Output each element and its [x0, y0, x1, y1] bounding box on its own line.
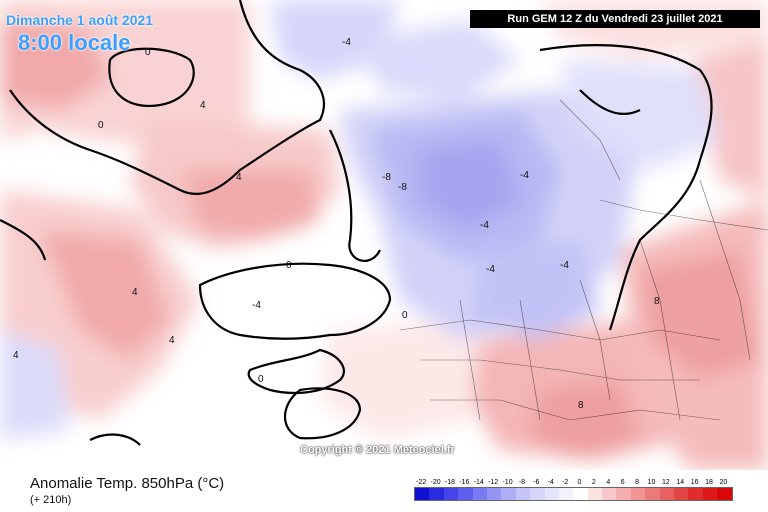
- scale-bar: [414, 487, 733, 501]
- contour-label: 0: [402, 310, 408, 321]
- forecast-time: 8:00 locale: [18, 30, 131, 55]
- contour-label: -4: [520, 170, 529, 181]
- scale-color-swatch: [717, 488, 732, 500]
- contour-label: 4: [236, 172, 242, 183]
- anomaly-map: 0 0 0 0 0 4 4 4 4 4 -4 -4 -4 -4 -4 -4 -8…: [0, 0, 768, 470]
- contour-label: -8: [382, 172, 391, 183]
- contour-label: -4: [342, 37, 351, 48]
- scale-value-label: 14: [676, 479, 685, 486]
- scale-color-swatch: [415, 488, 430, 500]
- forecast-date: Dimanche 1 août 2021: [6, 12, 154, 28]
- scale-value-label: -22: [416, 479, 427, 486]
- contour-label: -8: [398, 182, 407, 193]
- scale-color-swatch: [630, 488, 646, 500]
- contour-label: 4: [132, 287, 138, 298]
- scale-color-swatch: [688, 488, 703, 500]
- model-run-banner: Run GEM 12 Z du Vendredi 23 juillet 2021: [470, 10, 760, 28]
- scale-value-label: 10: [647, 479, 656, 486]
- scale-color-swatch: [501, 488, 516, 500]
- product-title: Anomalie Temp. 850hPa (°C): [30, 475, 225, 492]
- contour-label: -4: [252, 300, 261, 311]
- scale-value-label: -10: [502, 479, 513, 486]
- scale-value-label: 0: [577, 479, 582, 486]
- scale-color-swatch: [429, 488, 444, 500]
- contour-label: -4: [480, 220, 489, 231]
- country-borders: [399, 99, 768, 421]
- scale-color-swatch: [645, 488, 660, 500]
- color-scale-legend: -22 -20 -18 -16 -14 -12 -10 -8 -6 -4 -2 0 2 4 6 8 10 12 14…: [414, 479, 733, 501]
- forecast-lead-time: (+ 210h): [30, 494, 72, 506]
- scale-value-label: 16: [690, 479, 699, 486]
- scale-color-swatch: [515, 488, 531, 500]
- scale-color-swatch: [702, 488, 718, 500]
- scale-value-label: -8: [518, 479, 526, 486]
- contour-label: 0: [145, 47, 151, 58]
- scale-value-label: 18: [705, 479, 713, 486]
- scale-value-label: 20: [719, 479, 728, 486]
- scale-value-label: -20: [430, 479, 441, 486]
- contour-label: 8: [654, 296, 660, 307]
- scale-value-label: -12: [488, 479, 499, 486]
- scale-value-label: 2: [591, 479, 596, 486]
- contour-label: 4: [200, 100, 206, 111]
- scale-color-swatch: [558, 488, 574, 500]
- contour-label: 0: [286, 260, 292, 271]
- scale-color-swatch: [602, 488, 617, 500]
- contour-label: 0: [98, 120, 104, 131]
- scale-color-swatch: [573, 488, 588, 500]
- scale-color-swatch: [443, 488, 459, 500]
- scale-value-label: -6: [533, 479, 540, 486]
- scale-color-swatch: [530, 488, 545, 500]
- scale-value-label: -2: [561, 479, 569, 486]
- scale-color-swatch: [544, 488, 559, 500]
- scale-value-label: 4: [606, 479, 611, 486]
- contour-label: 0: [258, 374, 264, 385]
- scale-color-swatch: [616, 488, 631, 500]
- contour-label: 4: [169, 335, 175, 346]
- scale-value-label: -18: [444, 479, 456, 486]
- scale-labels: -22 -20 -18 -16 -14 -12 -10 -8 -6 -4 -2 0 2 4 6 8 10 12 14…: [414, 479, 733, 486]
- scale-color-swatch: [674, 488, 689, 500]
- contour-label: 4: [13, 350, 19, 361]
- contour-labels: 0 0 0 0 0 4 4 4 4 4 -4 -4 -4 -4 -4 -4 -8…: [13, 37, 660, 411]
- scale-value-label: -14: [473, 479, 484, 486]
- scale-color-swatch: [486, 488, 502, 500]
- contour-label: 8: [578, 400, 584, 411]
- copyright-text: Copyright © 2021 Meteociel.fr: [300, 444, 455, 456]
- scale-color-swatch: [659, 488, 675, 500]
- scale-value-label: -16: [459, 479, 470, 486]
- scale-value-label: 6: [620, 479, 625, 486]
- scale-color-swatch: [458, 488, 473, 500]
- scale-value-label: 8: [635, 479, 639, 486]
- scale-color-swatch: [472, 488, 487, 500]
- contour-label: -4: [486, 264, 495, 275]
- scale-color-swatch: [587, 488, 603, 500]
- scale-value-label: -4: [547, 479, 554, 486]
- coastlines: [0, 0, 713, 446]
- contour-label: -4: [560, 260, 569, 271]
- scale-value-label: 12: [661, 479, 670, 486]
